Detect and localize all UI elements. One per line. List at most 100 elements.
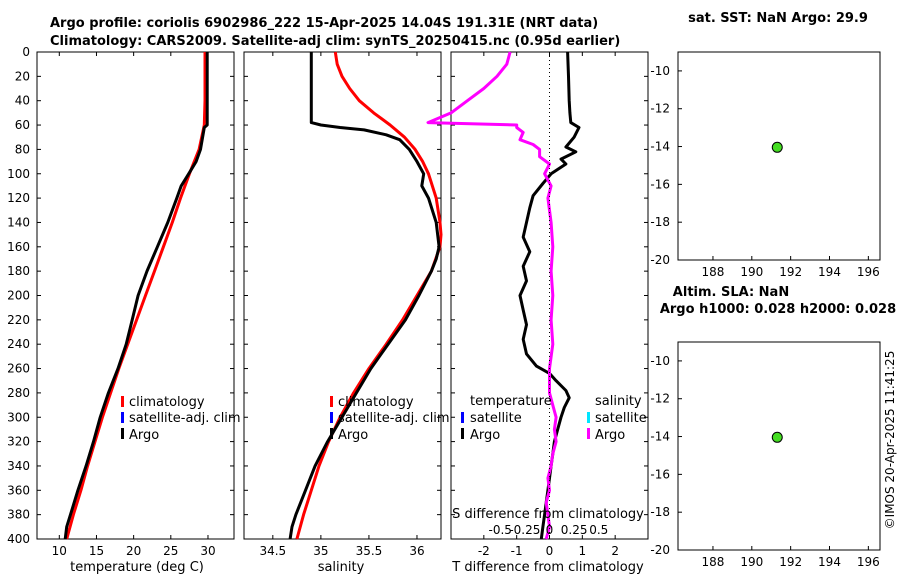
map-x-tick-label: 192 (779, 555, 802, 569)
depth-tick-label: 100 (7, 167, 30, 181)
legend-label: Argo (595, 428, 625, 443)
map-x-tick-label: 194 (818, 555, 841, 569)
map-x-tick-label: 188 (702, 265, 725, 279)
map-x-tick-label: 196 (857, 265, 880, 279)
temperature-legend: climatology satellite-adj. clim Argo (121, 395, 241, 443)
temperature-xlabel: temperature (deg C) (70, 560, 204, 575)
map-y-tick-label: -20 (650, 253, 670, 267)
depth-tick-label: 160 (7, 240, 30, 254)
legend-label: satellite-adj. clim (338, 411, 450, 426)
salinity-xlabel: salinity (318, 560, 365, 575)
t-diff-argo-line (518, 51, 581, 540)
map-y-tick-label: -14 (650, 140, 670, 154)
sla-map-title-line2: Argo h1000: 0.028 h2000: 0.028 (660, 302, 896, 317)
depth-tick-label: 80 (15, 142, 30, 156)
depth-tick-label: 320 (7, 435, 30, 449)
s-diff-tick-label: -0.5 (489, 523, 512, 537)
depth-tick-label: 40 (15, 94, 30, 108)
x-tick-label: 15 (89, 544, 104, 558)
depth-tick-label: 20 (15, 69, 30, 83)
legend-swatch-argo (330, 428, 333, 439)
legend-label: climatology (129, 395, 205, 410)
x-tick-label: 35.5 (356, 544, 383, 558)
salinity-argo-line (288, 52, 441, 540)
legend-label: climatology (338, 395, 414, 410)
depth-tick-label: 300 (7, 410, 30, 424)
map-y-tick-label: -14 (650, 430, 670, 444)
s-diff-tick-label: 0.5 (589, 523, 608, 537)
legend-label: satellite (470, 411, 522, 426)
depth-axis: 0 20 40 60 80 100 120 140 160 180 200 220 240 260 280 3… (7, 45, 648, 546)
map-x-tick-label: 196 (857, 555, 880, 569)
depth-tick-label: 140 (7, 215, 30, 229)
depth-tick-label: 120 (7, 191, 30, 205)
map-x-tick-label: 192 (779, 265, 802, 279)
figure-title-line1: Argo profile: coriolis 6902986_222 15-Ap… (50, 16, 598, 31)
depth-tick-label: 220 (7, 313, 30, 327)
depth-tick-label: 200 (7, 289, 30, 303)
s-diff-tick-label: -0.25 (509, 523, 540, 537)
map-y-tick-label: -10 (650, 64, 670, 78)
s-diff-argo-line (426, 51, 558, 540)
s-diff-xlabel: S difference from climatology (452, 507, 644, 522)
x-tick-label: 20 (126, 544, 141, 558)
map-y-tick-label: -10 (650, 354, 670, 368)
depth-tick-label: 280 (7, 386, 30, 400)
legend-label: Argo (129, 428, 159, 443)
map-y-tick-label: -16 (650, 177, 670, 191)
map-x-tick-label: 194 (818, 265, 841, 279)
x-tick-label: -1 (511, 544, 523, 558)
sla-map: 188 190 192 194 196 -10 -12 -14 -16 -18 -20 (650, 354, 879, 569)
legend-label: Argo (470, 428, 500, 443)
x-tick-label: -2 (478, 544, 490, 558)
map-y-tick-label: -18 (650, 505, 670, 519)
x-tick-label: 25 (163, 544, 178, 558)
legend-label: Argo (338, 428, 368, 443)
salinity-legend: climatology satellite-adj. clim Argo (330, 395, 450, 443)
depth-tick-label: 180 (7, 264, 30, 278)
salinity-panel: 34.5 35 35.5 36 (259, 51, 443, 558)
difference-panel: -2 -1 0 1 2 -0.5-0.25 0 0.25 0.5 (426, 51, 619, 558)
map-y-tick-label: -18 (650, 215, 670, 229)
map-y-tick-label: -12 (650, 102, 670, 116)
map-y-tick-label: -20 (650, 543, 670, 557)
x-tick-label: 0 (546, 544, 554, 558)
x-tick-label: 1 (579, 544, 587, 558)
map-x-tick-label: 188 (702, 555, 725, 569)
legend-swatch-t-satellite (461, 412, 464, 423)
legend-swatch-satellite (121, 412, 124, 423)
x-tick-label: 34.5 (259, 544, 286, 558)
x-tick-label: 2 (611, 544, 619, 558)
map-x-tick-label: 190 (740, 265, 763, 279)
map-x-tick-label: 190 (740, 555, 763, 569)
legend-swatch-s-argo (587, 428, 590, 439)
t-diff-xlabel: T difference from climatology (451, 560, 644, 575)
profile-location-marker (771, 431, 783, 443)
credit-text: ©IMOS 20-Apr-2025 11:41:25 (883, 351, 897, 530)
sla-map-title-line1: Altim. SLA: NaN (673, 285, 789, 300)
legend-swatch-climatology (330, 396, 333, 407)
depth-tick-label: 340 (7, 459, 30, 473)
depth-tick-label: 240 (7, 337, 30, 351)
legend-swatch-argo (121, 428, 124, 439)
depth-tick-label: 60 (15, 118, 30, 132)
legend-label: satellite (595, 411, 647, 426)
x-tick-label: 10 (52, 544, 67, 558)
legend-swatch-t-argo (461, 428, 464, 439)
x-tick-label: 30 (200, 544, 215, 558)
depth-tick-label: 400 (7, 532, 30, 546)
x-tick-label: 36 (409, 544, 424, 558)
map-y-tick-label: -16 (650, 467, 670, 481)
salinity-panel-frame (243, 51, 442, 540)
temperature-panel: 10 15 20 25 30 (52, 52, 216, 558)
legend-title-salinity: salinity (595, 394, 642, 409)
legend-swatch-s-satellite (587, 412, 590, 423)
depth-tick-label: 360 (7, 483, 30, 497)
figure-title-line2: Climatology: CARS2009. Satellite-adj cli… (50, 34, 620, 49)
s-diff-tick-label: 0.25 (561, 523, 588, 537)
depth-tick-label: 0 (22, 45, 30, 59)
depth-tick-label: 260 (7, 362, 30, 376)
depth-tick-label: 380 (7, 508, 30, 522)
sla-map-frame (677, 341, 881, 551)
